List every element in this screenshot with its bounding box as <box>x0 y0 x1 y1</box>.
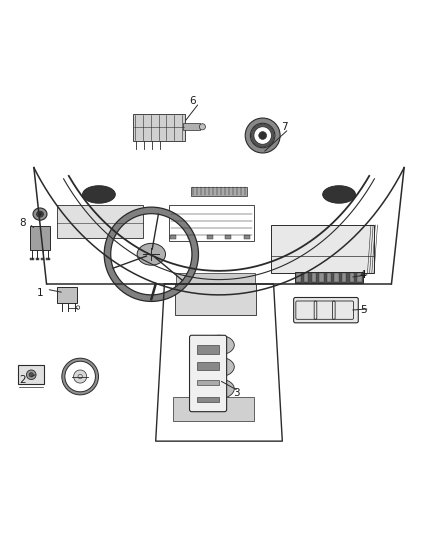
Ellipse shape <box>39 213 41 215</box>
Bar <box>357 273 362 282</box>
Bar <box>244 235 250 239</box>
FancyBboxPatch shape <box>293 297 358 323</box>
Ellipse shape <box>204 357 234 377</box>
Text: 4: 4 <box>360 270 367 280</box>
Bar <box>133 114 185 141</box>
Ellipse shape <box>74 370 87 383</box>
FancyBboxPatch shape <box>190 335 226 411</box>
Bar <box>327 273 331 282</box>
Ellipse shape <box>36 211 43 217</box>
Ellipse shape <box>26 370 36 379</box>
Bar <box>207 235 213 239</box>
Ellipse shape <box>33 208 47 220</box>
Bar <box>46 258 49 260</box>
Bar <box>197 380 219 385</box>
Bar <box>197 397 219 402</box>
Bar <box>295 272 363 283</box>
Bar <box>41 258 44 260</box>
Bar <box>183 123 200 130</box>
Ellipse shape <box>323 185 356 203</box>
Bar <box>319 273 324 282</box>
Bar <box>311 273 316 282</box>
Bar <box>57 287 77 303</box>
Bar <box>35 258 39 260</box>
Bar <box>170 235 176 239</box>
Bar <box>335 273 339 282</box>
Bar <box>191 187 247 196</box>
Ellipse shape <box>82 185 115 203</box>
Bar <box>197 362 219 370</box>
Ellipse shape <box>199 124 205 130</box>
Bar <box>175 284 256 314</box>
Bar <box>188 235 194 239</box>
Bar <box>173 398 254 422</box>
Text: 8: 8 <box>19 218 26 228</box>
Bar <box>57 205 143 238</box>
Bar <box>169 205 254 241</box>
Bar <box>197 345 219 354</box>
Bar <box>225 235 231 239</box>
Bar <box>18 365 44 384</box>
Bar <box>272 225 374 273</box>
Text: 6: 6 <box>190 95 196 106</box>
Text: 7: 7 <box>281 122 288 132</box>
Ellipse shape <box>29 373 33 377</box>
Bar <box>342 273 346 282</box>
Bar <box>350 273 354 282</box>
Bar <box>30 258 34 260</box>
Text: 3: 3 <box>233 388 240 398</box>
Bar <box>296 273 300 282</box>
Bar <box>176 273 255 284</box>
Ellipse shape <box>259 132 267 140</box>
Bar <box>304 273 308 282</box>
Text: 2: 2 <box>19 375 26 385</box>
Ellipse shape <box>204 379 234 399</box>
Text: 1: 1 <box>37 288 43 298</box>
Bar <box>29 226 50 250</box>
Ellipse shape <box>137 244 166 265</box>
Ellipse shape <box>204 335 234 355</box>
Text: 5: 5 <box>360 305 367 315</box>
